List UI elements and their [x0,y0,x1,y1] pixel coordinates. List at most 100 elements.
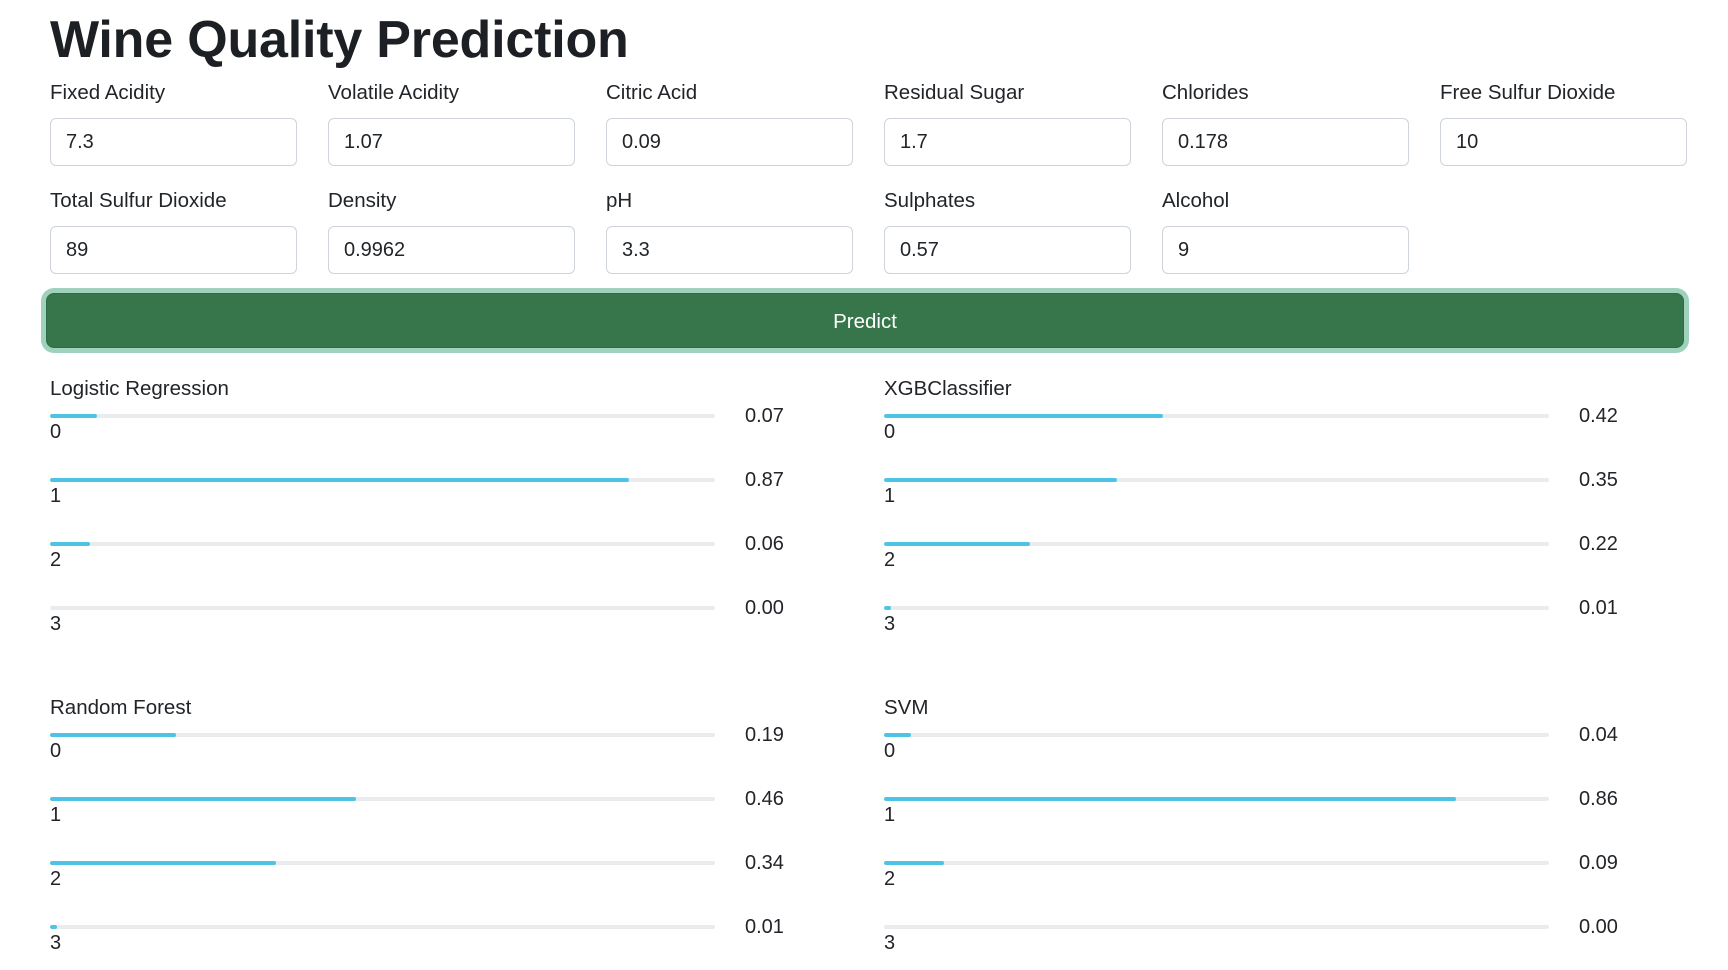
field-label: Chlorides [1162,81,1249,104]
probability-value: 0.04 [1579,724,1618,746]
field-label: pH [606,189,633,212]
probability-bar-fill [884,414,1164,418]
field-label: Volatile Acidity [328,81,460,104]
probability-bar-track [884,414,1549,418]
field-label: Total Sulfur Dioxide [50,189,227,212]
probability-value: 0.00 [1579,916,1618,938]
model-title: Logistic Regression [50,377,229,400]
field-label: Citric Acid [606,81,698,104]
probability-bar-track [50,925,715,929]
volatile-acidity-input[interactable] [328,118,575,166]
probability-bar-fill [884,606,891,610]
probability-value: 0.35 [1579,469,1618,491]
field-free-sulfur-dioxide: Free Sulfur Dioxide [1440,80,1687,166]
probability-value: 0.00 [745,597,784,619]
probability-value: 0.42 [1579,405,1618,427]
density-input[interactable] [328,226,575,274]
field-label: Sulphates [884,189,976,212]
probability-bar-track [884,861,1549,865]
probability-value: 0.09 [1579,852,1618,874]
probability-bar-fill [884,478,1117,482]
model-panel-random-forest: Random Forest 0 0.19 1 0.46 2 0.34 3 0.0… [50,695,810,965]
probability-bar-fill [50,861,277,865]
probability-row: 1 0.46 [50,788,810,853]
field-label: Free Sulfur Dioxide [1440,81,1616,104]
residual-sugar-input[interactable] [884,118,1131,166]
class-label: 1 [50,804,62,826]
field-label: Fixed Acidity [50,81,166,104]
class-label: 1 [884,804,896,826]
probability-bar-track [50,478,715,482]
free-sulfur-dioxide-input[interactable] [1440,118,1687,166]
page-title: Wine Quality Prediction [50,11,629,69]
class-label: 2 [884,549,896,571]
model-panel-logistic-regression: Logistic Regression 0 0.07 1 0.87 2 0.06… [50,376,810,646]
probability-value: 0.87 [745,469,784,491]
probability-bar-track [50,733,715,737]
probability-row: 0 0.04 [884,724,1644,789]
chlorides-input[interactable] [1162,118,1409,166]
probability-row: 3 0.01 [50,916,810,970]
field-density: Density [328,188,575,274]
probability-bar-fill [50,797,356,801]
field-ph: pH [606,188,853,274]
field-label: Alcohol [1162,189,1230,212]
probability-row: 0 0.19 [50,724,810,789]
field-label: Residual Sugar [884,81,1025,104]
probability-bar-track [884,606,1549,610]
field-label: Density [328,189,397,212]
probability-bar-fill [50,925,57,929]
probability-row: 2 0.34 [50,852,810,917]
class-label: 0 [50,421,62,443]
ph-input[interactable] [606,226,853,274]
field-chlorides: Chlorides [1162,80,1409,166]
probability-row: 3 0.00 [884,916,1644,970]
predict-button[interactable]: Predict [46,293,1684,348]
model-title: SVM [884,696,929,719]
probability-bar-track [884,797,1549,801]
alcohol-input[interactable] [1162,226,1409,274]
total-sulfur-dioxide-input[interactable] [50,226,297,274]
class-label: 0 [884,421,896,443]
probability-bar-track [50,797,715,801]
probability-value: 0.19 [745,724,784,746]
model-title: XGBClassifier [884,377,1012,400]
probability-value: 0.01 [745,916,784,938]
probability-row: 0 0.07 [50,405,810,470]
probability-row: 1 0.86 [884,788,1644,853]
probability-row: 3 0.01 [884,597,1644,662]
probability-bar-fill [50,414,97,418]
fixed-acidity-input[interactable] [50,118,297,166]
probability-bar-fill [884,733,911,737]
field-alcohol: Alcohol [1162,188,1409,274]
probability-bar-track [884,925,1549,929]
probability-value: 0.06 [745,533,784,555]
probability-value: 0.01 [1579,597,1618,619]
probability-bar-fill [50,542,90,546]
model-panel-svm: SVM 0 0.04 1 0.86 2 0.09 3 0.00 [884,695,1644,965]
probability-bar-track [884,733,1549,737]
probability-value: 0.34 [745,852,784,874]
probability-bar-track [50,414,715,418]
citric-acid-input[interactable] [606,118,853,166]
probability-row: 2 0.09 [884,852,1644,917]
class-label: 3 [884,613,896,635]
probability-bar-fill [884,797,1456,801]
probability-bar-track [884,478,1549,482]
probability-row: 2 0.22 [884,533,1644,598]
class-label: 0 [884,740,896,762]
probability-value: 0.07 [745,405,784,427]
probability-row: 3 0.00 [50,597,810,662]
probability-bar-fill [884,542,1031,546]
probability-value: 0.46 [745,788,784,810]
model-title: Random Forest [50,696,192,719]
class-label: 1 [50,485,62,507]
sulphates-input[interactable] [884,226,1131,274]
class-label: 0 [50,740,62,762]
field-sulphates: Sulphates [884,188,1131,274]
model-panel-xgbclassifier: XGBClassifier 0 0.42 1 0.35 2 0.22 3 0.0… [884,376,1644,646]
field-volatile-acidity: Volatile Acidity [328,80,575,166]
class-label: 3 [884,932,896,954]
class-label: 2 [884,868,896,890]
